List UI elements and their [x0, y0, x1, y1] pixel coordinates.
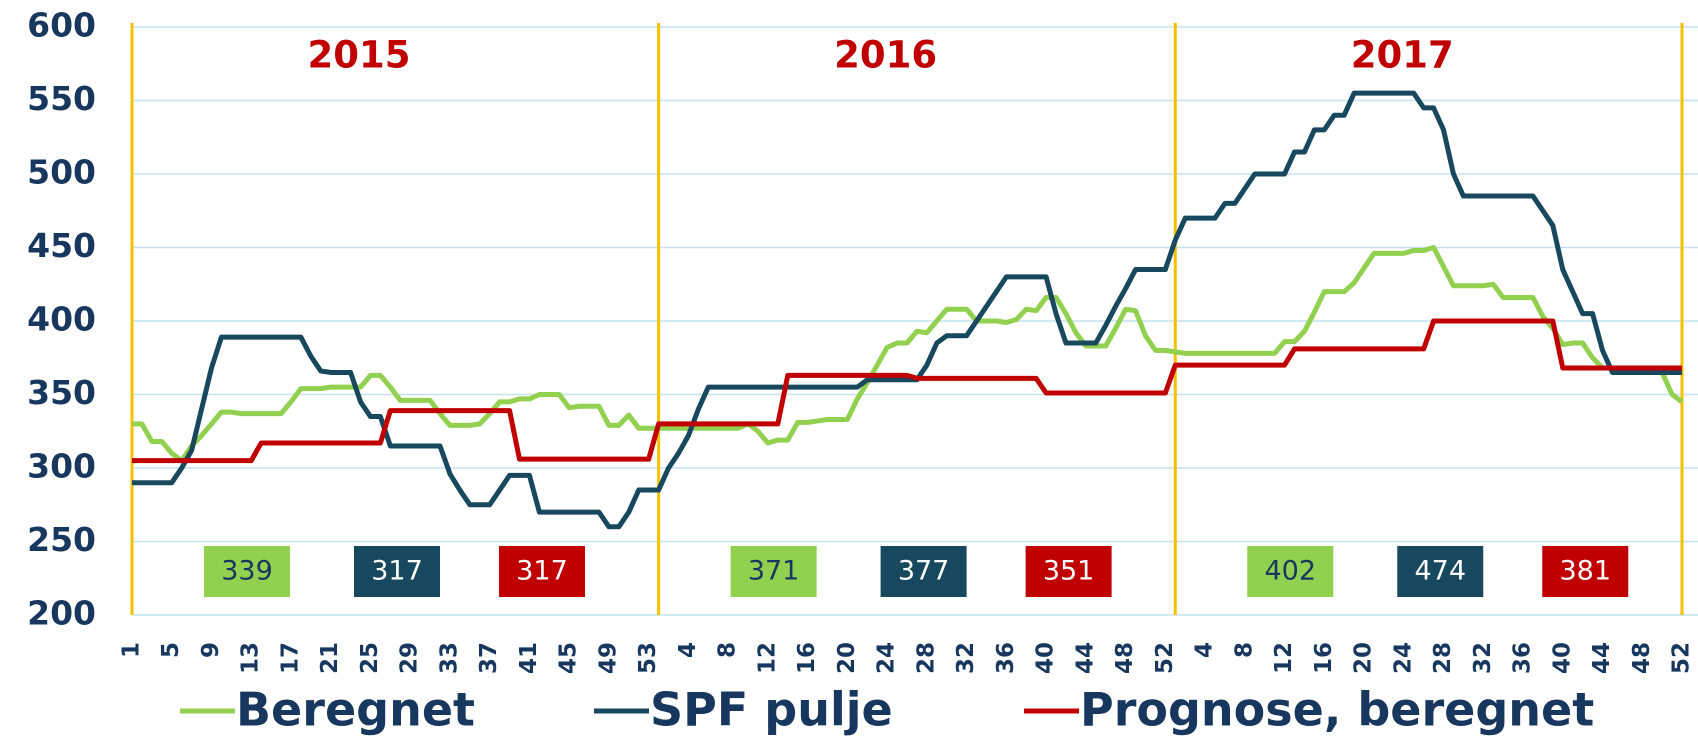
y-tick-label: 550	[27, 79, 96, 118]
series-line	[132, 245, 1684, 464]
average-label: 371	[748, 556, 800, 587]
x-tick-label: 4	[675, 642, 701, 658]
x-tick-label: 8	[1231, 642, 1257, 658]
series-line	[132, 90, 1682, 530]
average-label: 402	[1264, 556, 1316, 587]
x-tick-label: 12	[754, 642, 780, 674]
average-box	[499, 546, 585, 597]
x-tick-label: 28	[913, 642, 939, 674]
x-tick-label: 44	[1072, 642, 1098, 674]
legend-label: Beregnet	[236, 683, 475, 737]
x-tick-label: 24	[1390, 642, 1416, 674]
x-tick-label: 29	[397, 642, 423, 674]
x-tick-label: 36	[1510, 642, 1536, 674]
average-label: 377	[898, 556, 950, 587]
x-tick-label: 45	[556, 642, 582, 674]
y-tick-label: 500	[27, 153, 96, 192]
x-tick-label: 48	[1112, 642, 1138, 674]
year-label: 2015	[308, 34, 411, 77]
x-tick-label: 37	[476, 642, 502, 674]
x-tick-label: 20	[1351, 642, 1377, 674]
x-tick-label: 17	[277, 642, 303, 674]
x-tick-label: 28	[1430, 642, 1456, 674]
year-label: 2016	[834, 34, 937, 77]
legend-label: SPF pulje	[650, 683, 893, 737]
average-label: 339	[221, 556, 273, 587]
x-tick-label: 20	[834, 642, 860, 674]
x-tick-label: 9	[198, 642, 224, 658]
x-tick-label: 53	[635, 642, 661, 674]
x-tick-label: 12	[1271, 642, 1297, 674]
series-line	[132, 318, 1682, 464]
average-box	[354, 546, 440, 597]
x-tick-label: 16	[794, 642, 820, 674]
x-tick-label: 36	[993, 642, 1019, 674]
average-box	[880, 546, 967, 597]
year-label: 2017	[1351, 34, 1454, 77]
x-tick-label: 48	[1629, 642, 1655, 674]
x-tick-label: 40	[1549, 642, 1575, 674]
y-tick-label: 600	[27, 6, 96, 45]
x-tick-label: 13	[238, 642, 264, 674]
x-tick-label: 25	[357, 642, 383, 674]
x-tick-label: 44	[1589, 642, 1615, 674]
legend-label: Prognose, beregnet	[1080, 683, 1594, 737]
x-tick-label: 49	[595, 642, 621, 674]
y-tick-label: 200	[27, 594, 96, 633]
average-box	[1542, 546, 1629, 597]
x-tick-label: 21	[317, 642, 343, 674]
x-tick-label: 16	[1311, 642, 1337, 674]
x-tick-label: 8	[715, 642, 741, 658]
y-tick-label: 400	[27, 300, 96, 339]
x-tick-label: 52	[1152, 642, 1178, 674]
x-tick-label: 5	[158, 642, 184, 658]
average-label: 317	[371, 556, 423, 587]
average-label: 474	[1414, 556, 1466, 587]
x-tick-label: 32	[953, 642, 979, 674]
x-tick-label: 32	[1470, 642, 1496, 674]
y-tick-label: 250	[27, 520, 96, 559]
y-tick-label: 450	[27, 226, 96, 265]
average-label: 317	[516, 556, 568, 587]
average-box	[730, 546, 817, 597]
x-tick-label: 40	[1033, 642, 1059, 674]
x-tick-label: 33	[436, 642, 462, 674]
x-tick-label: 24	[874, 642, 900, 674]
average-label: 381	[1559, 556, 1611, 587]
average-box	[1397, 546, 1484, 597]
x-tick-label: 41	[516, 642, 542, 674]
average-label: 351	[1043, 556, 1095, 587]
x-tick-label: 4	[1192, 642, 1218, 658]
y-tick-label: 350	[27, 373, 96, 412]
y-tick-label: 300	[27, 447, 96, 486]
average-box	[204, 546, 290, 597]
average-box	[1247, 546, 1334, 597]
x-tick-label: 52	[1669, 642, 1695, 674]
x-tick-label: 1	[119, 642, 145, 658]
average-box	[1025, 546, 1112, 597]
